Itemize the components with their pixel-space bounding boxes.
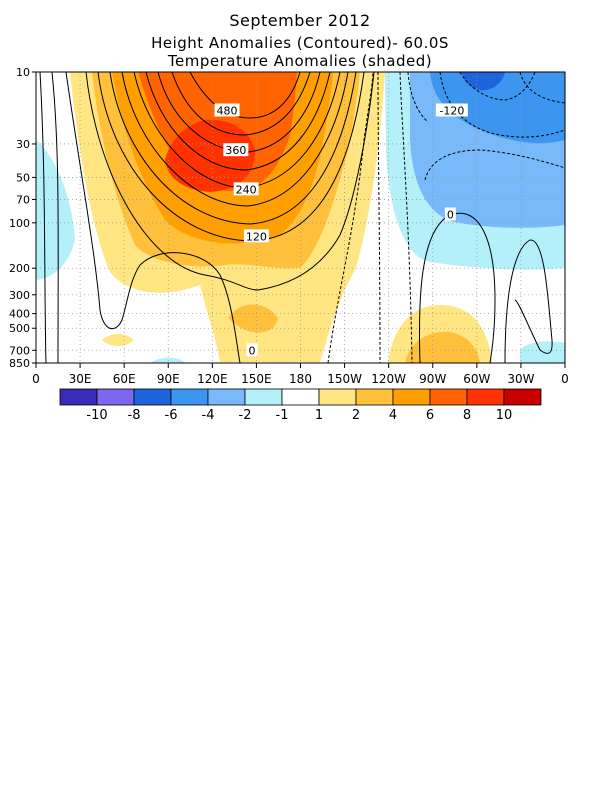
warm-shade-1to2-c: [102, 334, 134, 346]
colorbar-swatch: [207, 388, 246, 406]
colorbar-label: 6: [426, 408, 434, 423]
y-tick-label: 700: [9, 344, 30, 357]
contour-labels: 480 360 240 120 0 -120 0: [214, 103, 468, 357]
colorbar-label: -6: [165, 408, 178, 423]
colorbar-swatch: [96, 388, 135, 406]
y-tick-label: 50: [16, 171, 30, 184]
x-tick-label: 90W: [419, 372, 446, 386]
x-tick-label: 30E: [69, 372, 92, 386]
contour-label-bg: [214, 103, 240, 117]
contour-label: 240: [236, 183, 257, 196]
x-tick-label: 0: [32, 372, 40, 386]
colorbar-swatch: [170, 388, 209, 406]
colorbar-swatch: [133, 388, 172, 406]
x-tick-label: 90E: [157, 372, 180, 386]
colorbar-label: 8: [463, 408, 471, 423]
y-tick-label: 500: [9, 322, 30, 335]
x-tick-label: 60W: [463, 372, 490, 386]
colorbar-swatch: [244, 388, 283, 406]
colorbar-swatch: [355, 388, 394, 406]
chart-subtitle-temperature: Temperature Anomalies (shaded): [167, 52, 433, 70]
y-tick-label: 70: [16, 193, 30, 206]
height-contours: [39, 72, 565, 363]
warm-shade-8to10: [165, 119, 255, 192]
contour-label: -120: [439, 105, 464, 118]
contour-label-bg: [444, 207, 456, 221]
contour-label: 480: [217, 105, 238, 118]
contour-label-bg: [243, 229, 269, 243]
contour-label: 360: [225, 144, 246, 157]
colorbar-swatch: [318, 388, 357, 406]
colorbar-swatch: [59, 388, 98, 406]
warm-shade-2to4-b: [228, 304, 278, 333]
contour-label: 120: [246, 230, 267, 243]
colorbar-swatch: [466, 388, 505, 406]
x-tick-label: 30W: [507, 372, 534, 386]
y-tick-label: 200: [9, 262, 30, 275]
y-tick-label: 30: [16, 138, 30, 151]
temperature-shading: [36, 72, 565, 363]
y-tick-label: 10: [16, 66, 30, 79]
x-tick-label: 60E: [113, 372, 136, 386]
y-tick-label: 100: [9, 217, 30, 230]
x-tick-label: 120W: [371, 372, 406, 386]
colorbar-label: 1: [315, 408, 323, 423]
cool-shade-minus1to2-left: [36, 140, 75, 280]
x-tick-label: 180: [289, 372, 312, 386]
y-tick-label: 300: [9, 289, 30, 302]
x-tick-label: 150W: [327, 372, 362, 386]
warm-shade-2to4-c: [405, 331, 480, 363]
colorbar-label: -8: [128, 408, 141, 423]
x-tick-label: 0: [561, 372, 569, 386]
colorbar-label: 2: [352, 408, 360, 423]
colorbar-swatch: [281, 388, 320, 406]
colorbar-label: -10: [86, 408, 107, 423]
colorbar-swatch: [392, 388, 431, 406]
x-tick-label: 120E: [197, 372, 228, 386]
contour-label-bg: [223, 143, 249, 157]
colorbar: -10 -8 -6 -4 -2 -1 1 2 4 6 8 10: [59, 388, 542, 423]
colorbar-label: -2: [239, 408, 252, 423]
x-axis: 0 30E 60E 90E 120E 150E 180 150W 120W 90W 60W 30W 0: [32, 363, 569, 386]
contour-label: 0: [447, 208, 454, 221]
chart-title: September 2012: [229, 11, 371, 30]
contour-label: 0: [249, 344, 256, 357]
y-tick-label: 850: [9, 357, 30, 370]
colorbar-label: 10: [496, 408, 513, 423]
contour-label-bg: [233, 182, 259, 196]
colorbar-label: 4: [389, 408, 397, 423]
cool-shade-minus6to8: [462, 72, 505, 91]
contour-label-bg: [246, 343, 258, 357]
chart-subtitle-height: Height Anomalies (Contoured)- 60.0S: [151, 34, 449, 52]
colorbar-swatch: [503, 388, 542, 406]
contour-label-bg: [435, 103, 468, 117]
x-tick-label: 150E: [241, 372, 272, 386]
colorbar-label: -1: [276, 408, 289, 423]
colorbar-label: -4: [202, 408, 215, 423]
colorbar-swatch: [429, 388, 468, 406]
y-tick-label: 400: [9, 308, 30, 321]
